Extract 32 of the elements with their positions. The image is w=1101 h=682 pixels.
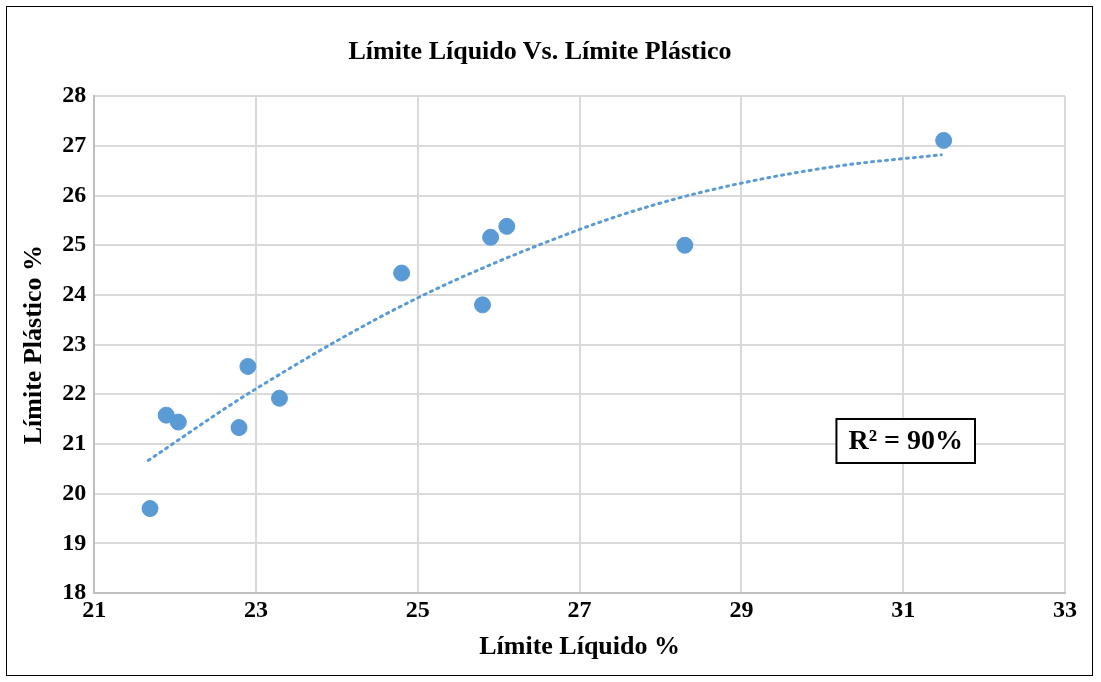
x-tick-label: 31	[891, 595, 916, 622]
x-tick-label: 29	[729, 595, 754, 622]
point	[239, 357, 257, 375]
point	[676, 236, 694, 254]
y-tick-label: 27	[62, 131, 87, 158]
x-tick-label: 25	[405, 595, 430, 622]
point	[498, 217, 516, 235]
y-axis-title: Límite Plástico %	[18, 244, 48, 445]
x-tick-label: 27	[567, 595, 592, 622]
y-tick-label: 26	[62, 180, 87, 207]
y-tick-label: 21	[62, 429, 87, 456]
y-tick-label: 19	[62, 528, 87, 555]
point	[482, 228, 500, 246]
x-tick-label: 33	[1053, 595, 1077, 622]
point	[157, 406, 175, 424]
y-tick-label: 25	[62, 230, 87, 257]
chart-title: Límite Líquido Vs. Límite Plástico	[348, 36, 732, 66]
x-tick-label: 23	[244, 595, 268, 622]
point	[230, 419, 248, 437]
y-tick-label: 20	[62, 478, 87, 505]
point	[270, 389, 288, 407]
y-tick-label: 22	[62, 379, 87, 406]
x-axis-title: Límite Líquido %	[479, 631, 681, 661]
point	[393, 264, 411, 282]
y-tick-label: 24	[62, 280, 87, 307]
point	[169, 413, 187, 431]
annotation: R² = 90%	[848, 424, 963, 456]
point	[141, 500, 159, 518]
y-tick-label: 28	[62, 81, 87, 108]
point	[935, 131, 953, 149]
y-tick-label: 23	[62, 329, 87, 356]
point	[474, 296, 492, 314]
